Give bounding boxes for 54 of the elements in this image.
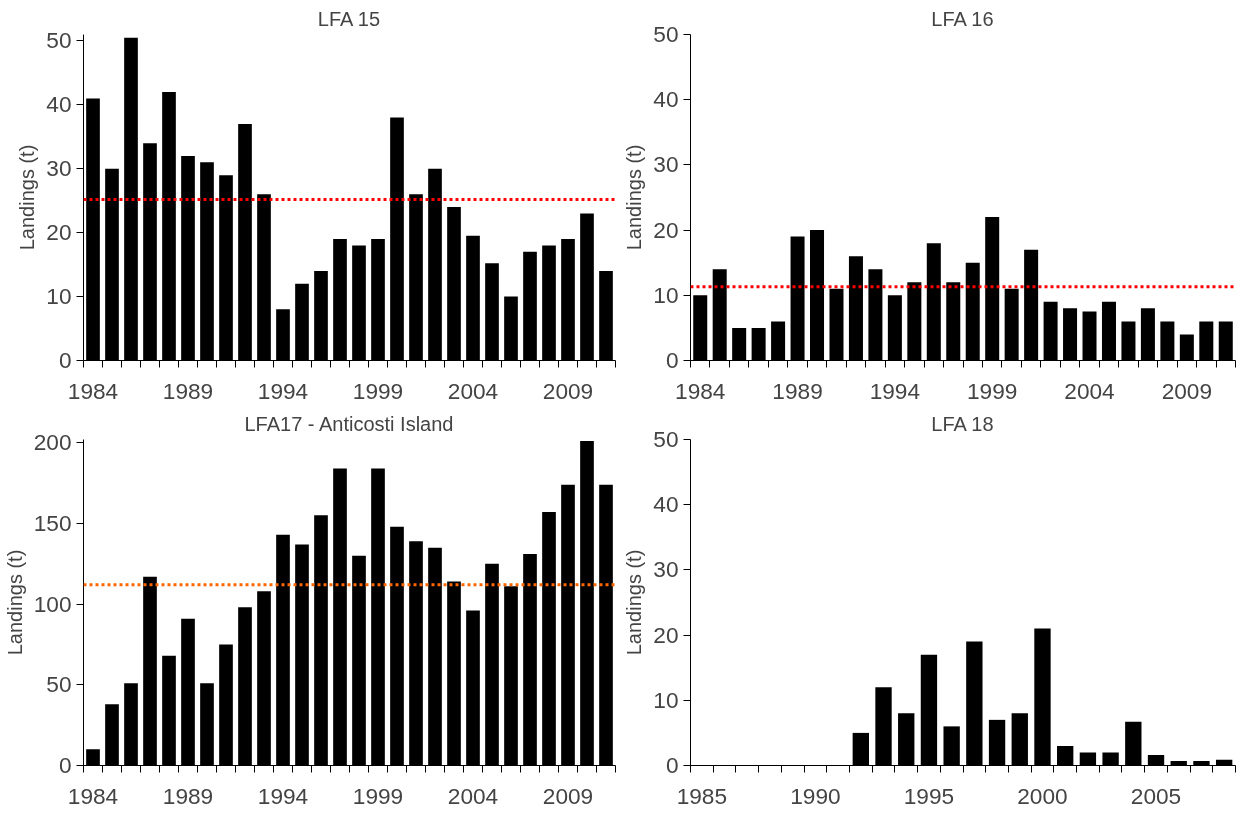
y-tick-label: 20: [653, 216, 679, 243]
x-tick-label: 1989: [162, 377, 214, 404]
y-tick-label: 40: [653, 491, 679, 518]
y-tick-label: 0: [665, 752, 679, 778]
x-tick-label: 1994: [257, 377, 309, 404]
y-tick-label: 40: [653, 86, 679, 113]
y-axis-title: Landings (t): [623, 549, 646, 656]
x-tick-label: 1994: [257, 782, 309, 809]
x-tick-label: 1995: [903, 782, 955, 809]
y-tick-label: 10: [653, 686, 679, 713]
chart-title: LFA 15: [317, 7, 381, 30]
x-tick-label: 1989: [772, 377, 823, 404]
x-tick-label: 2000: [1017, 782, 1068, 809]
x-tick-label: 1990: [790, 782, 841, 809]
x-tick-label: 1984: [675, 377, 726, 404]
chart-title: LFA17 - Anticosti Island: [244, 412, 454, 435]
x-tick-label: 1999: [352, 782, 404, 809]
y-axis-title: Landings (t): [623, 144, 646, 251]
x-tick-label: 2009: [542, 377, 594, 404]
y-tick-label: 50: [653, 426, 679, 452]
y-tick-label: 0: [665, 347, 679, 373]
y-tick-label: 200: [33, 429, 72, 456]
y-tick-label: 10: [653, 281, 679, 308]
y-tick-label: 50: [653, 21, 679, 47]
y-tick-label: 30: [653, 151, 679, 178]
x-tick-label: 2004: [1064, 377, 1115, 404]
x-tick-label: 1999: [352, 377, 404, 404]
x-tick-label: 1984: [67, 377, 119, 404]
chart-title: LFA 18: [931, 412, 994, 435]
y-tick-label: 150: [33, 509, 72, 536]
y-tick-label: 0: [58, 347, 72, 373]
y-tick-label: 20: [46, 219, 72, 246]
y-tick-label: 50: [46, 671, 72, 698]
x-tick-label: 1985: [676, 782, 728, 809]
x-tick-label: 1984: [67, 782, 119, 809]
x-tick-label: 2009: [542, 782, 594, 809]
y-tick-label: 30: [653, 556, 679, 583]
y-tick-label: 50: [46, 27, 72, 54]
x-tick-label: 2009: [1161, 377, 1213, 404]
y-tick-label: 100: [33, 590, 72, 617]
x-tick-label: 1994: [869, 377, 921, 404]
y-tick-label: 30: [46, 155, 72, 182]
x-tick-label: 1999: [967, 377, 1018, 404]
x-tick-label: 2004: [447, 782, 499, 809]
y-tick-label: 10: [46, 283, 72, 310]
y-tick-label: 40: [46, 91, 72, 118]
y-tick-label: 20: [653, 621, 679, 648]
x-tick-label: 1989: [162, 782, 214, 809]
y-axis-title: Landings (t): [3, 549, 26, 656]
x-tick-label: 2004: [447, 377, 499, 404]
y-tick-label: 0: [58, 752, 72, 778]
chart-title: LFA 16: [931, 7, 994, 30]
x-tick-label: 2005: [1130, 782, 1182, 809]
y-axis-title: Landings (t): [16, 144, 39, 251]
